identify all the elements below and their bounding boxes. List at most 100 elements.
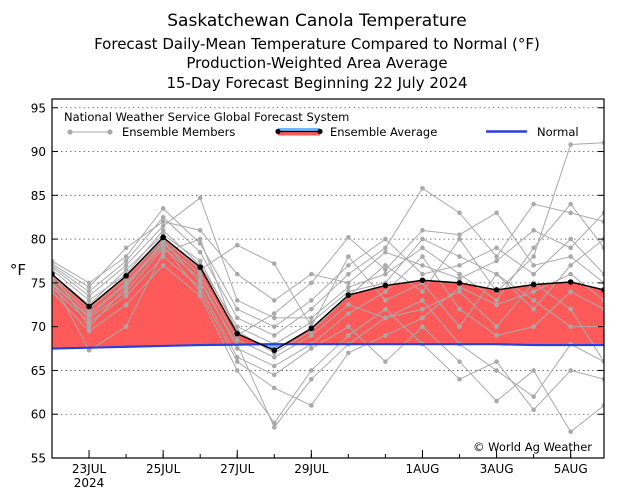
ensemble-member-point <box>271 425 277 430</box>
ensemble-member-point <box>383 271 388 277</box>
ensemble-member-point <box>197 280 203 286</box>
ensemble-member-point <box>531 298 536 303</box>
y-tick-label: 90 <box>31 145 46 159</box>
x-tick-sublabel: 2024 <box>74 476 105 490</box>
ensemble-member-point <box>346 263 351 268</box>
y-tick-label: 70 <box>31 320 46 334</box>
ensemble-member-point <box>457 359 462 364</box>
ensemble-member-point <box>86 313 92 319</box>
ensemble-member-point <box>420 271 425 277</box>
ensemble-member-line <box>52 264 604 424</box>
ensemble-average-point <box>493 287 500 293</box>
plot-frame <box>51 98 605 459</box>
ensemble-member-point <box>123 289 129 294</box>
ensemble-member-point <box>383 249 388 255</box>
ensemble-member-point <box>197 195 203 201</box>
ensemble-member-point <box>383 263 388 268</box>
ensemble-member-point <box>123 282 129 287</box>
legend-title: National Weather Service Global Forecast… <box>64 110 349 124</box>
x-tick-label: 27JUL <box>220 462 255 476</box>
ensemble-member-point <box>160 263 166 268</box>
ensemble-member-point <box>568 263 573 268</box>
chart-subtitle-1: Forecast Daily-Mean Temperature Compared… <box>94 35 540 53</box>
ensemble-member-point <box>123 324 129 329</box>
ensemble-member-point <box>494 210 499 216</box>
ensemble-member-point <box>420 263 425 268</box>
x-tick-label: 3AUG <box>480 462 514 476</box>
ensemble-member-point <box>309 306 314 312</box>
x-tick-label: 25JUL <box>146 462 181 476</box>
ensemble-average-point <box>382 282 389 289</box>
ensemble-member-point <box>457 271 462 277</box>
ensemble-member-point <box>568 201 573 207</box>
ensemble-member-point <box>160 243 166 249</box>
ensemble-member-point <box>568 142 573 147</box>
ensemble-average-point <box>601 287 604 293</box>
legend-normal-label: Normal <box>537 125 579 139</box>
ensemble-member-point <box>86 328 92 334</box>
ensemble-member-line <box>52 207 604 328</box>
ensemble-member-line <box>52 242 604 362</box>
ensemble-member-point <box>160 219 166 224</box>
ensemble-member-point <box>271 315 277 321</box>
ensemble-member-point <box>420 228 425 233</box>
ensemble-member-point <box>86 284 92 290</box>
ensemble-member-point <box>271 324 277 329</box>
ensemble-member-point <box>568 210 573 216</box>
ensemble-member-point <box>86 348 92 353</box>
ensemble-average-point <box>308 325 315 332</box>
ensemble-member-point <box>531 201 536 207</box>
legend-members-label: Ensemble Members <box>122 125 235 139</box>
ensemble-member-point <box>531 245 536 251</box>
ensemble-member-line <box>52 197 604 319</box>
ensemble-member-point <box>123 293 129 299</box>
ensemble-member-line <box>52 212 604 302</box>
legend: National Weather Service Global Forecast… <box>64 110 579 139</box>
ensemble-member-point <box>420 298 425 303</box>
ensemble-member-point <box>86 293 92 299</box>
ensemble-average-point <box>160 234 166 241</box>
y-tick-label: 95 <box>31 101 46 115</box>
ensemble-average-point <box>52 271 55 277</box>
ensemble-member-point <box>531 394 536 400</box>
ensemble-average-point <box>86 303 92 310</box>
ensemble-member-point <box>234 359 240 364</box>
ensemble-member-point <box>271 385 277 391</box>
ensemble-member-point <box>160 249 166 255</box>
ensemble-member-point <box>383 315 388 321</box>
ensemble-member-point <box>531 289 536 294</box>
ensemble-member-point <box>568 324 573 329</box>
ensemble-member-point <box>309 333 314 338</box>
ensemble-member-point <box>234 242 240 248</box>
ensemble-member-point <box>494 258 499 264</box>
ensemble-member-point <box>457 289 462 294</box>
ensemble-member-point <box>309 298 314 303</box>
ensemble-member-point <box>383 359 388 364</box>
ensemble-member-point <box>568 254 573 259</box>
y-tick-label: 80 <box>31 233 46 247</box>
ensemble-average-point <box>456 280 463 286</box>
ensemble-member-point <box>160 206 166 211</box>
ensemble-member-point <box>494 245 499 251</box>
ensemble-member-point <box>346 235 351 240</box>
normal-line <box>52 343 604 350</box>
chart-title: Saskatchewan Canola Temperature <box>167 11 466 31</box>
ensemble-member-point <box>234 368 240 373</box>
ensemble-member-point <box>457 210 462 216</box>
ensemble-average-point <box>197 264 203 270</box>
ensemble-member-point <box>531 228 536 233</box>
ensemble-member-point <box>420 324 425 329</box>
ensemble-member-point <box>457 263 462 268</box>
ensemble-member-point <box>346 254 351 259</box>
ensemble-member-point <box>123 254 129 259</box>
y-tick-label: 55 <box>31 452 46 466</box>
ensemble-member-point <box>271 333 277 338</box>
chart-subtitle-2: Production-Weighted Area Average <box>186 54 447 72</box>
ensemble-member-point <box>309 271 314 277</box>
ensemble-member-point <box>86 319 92 325</box>
x-tick-label: 23JUL <box>72 462 107 476</box>
ensemble-member-point <box>197 271 203 277</box>
ensemble-member-point <box>160 228 166 233</box>
ensemble-member-point <box>531 407 536 413</box>
